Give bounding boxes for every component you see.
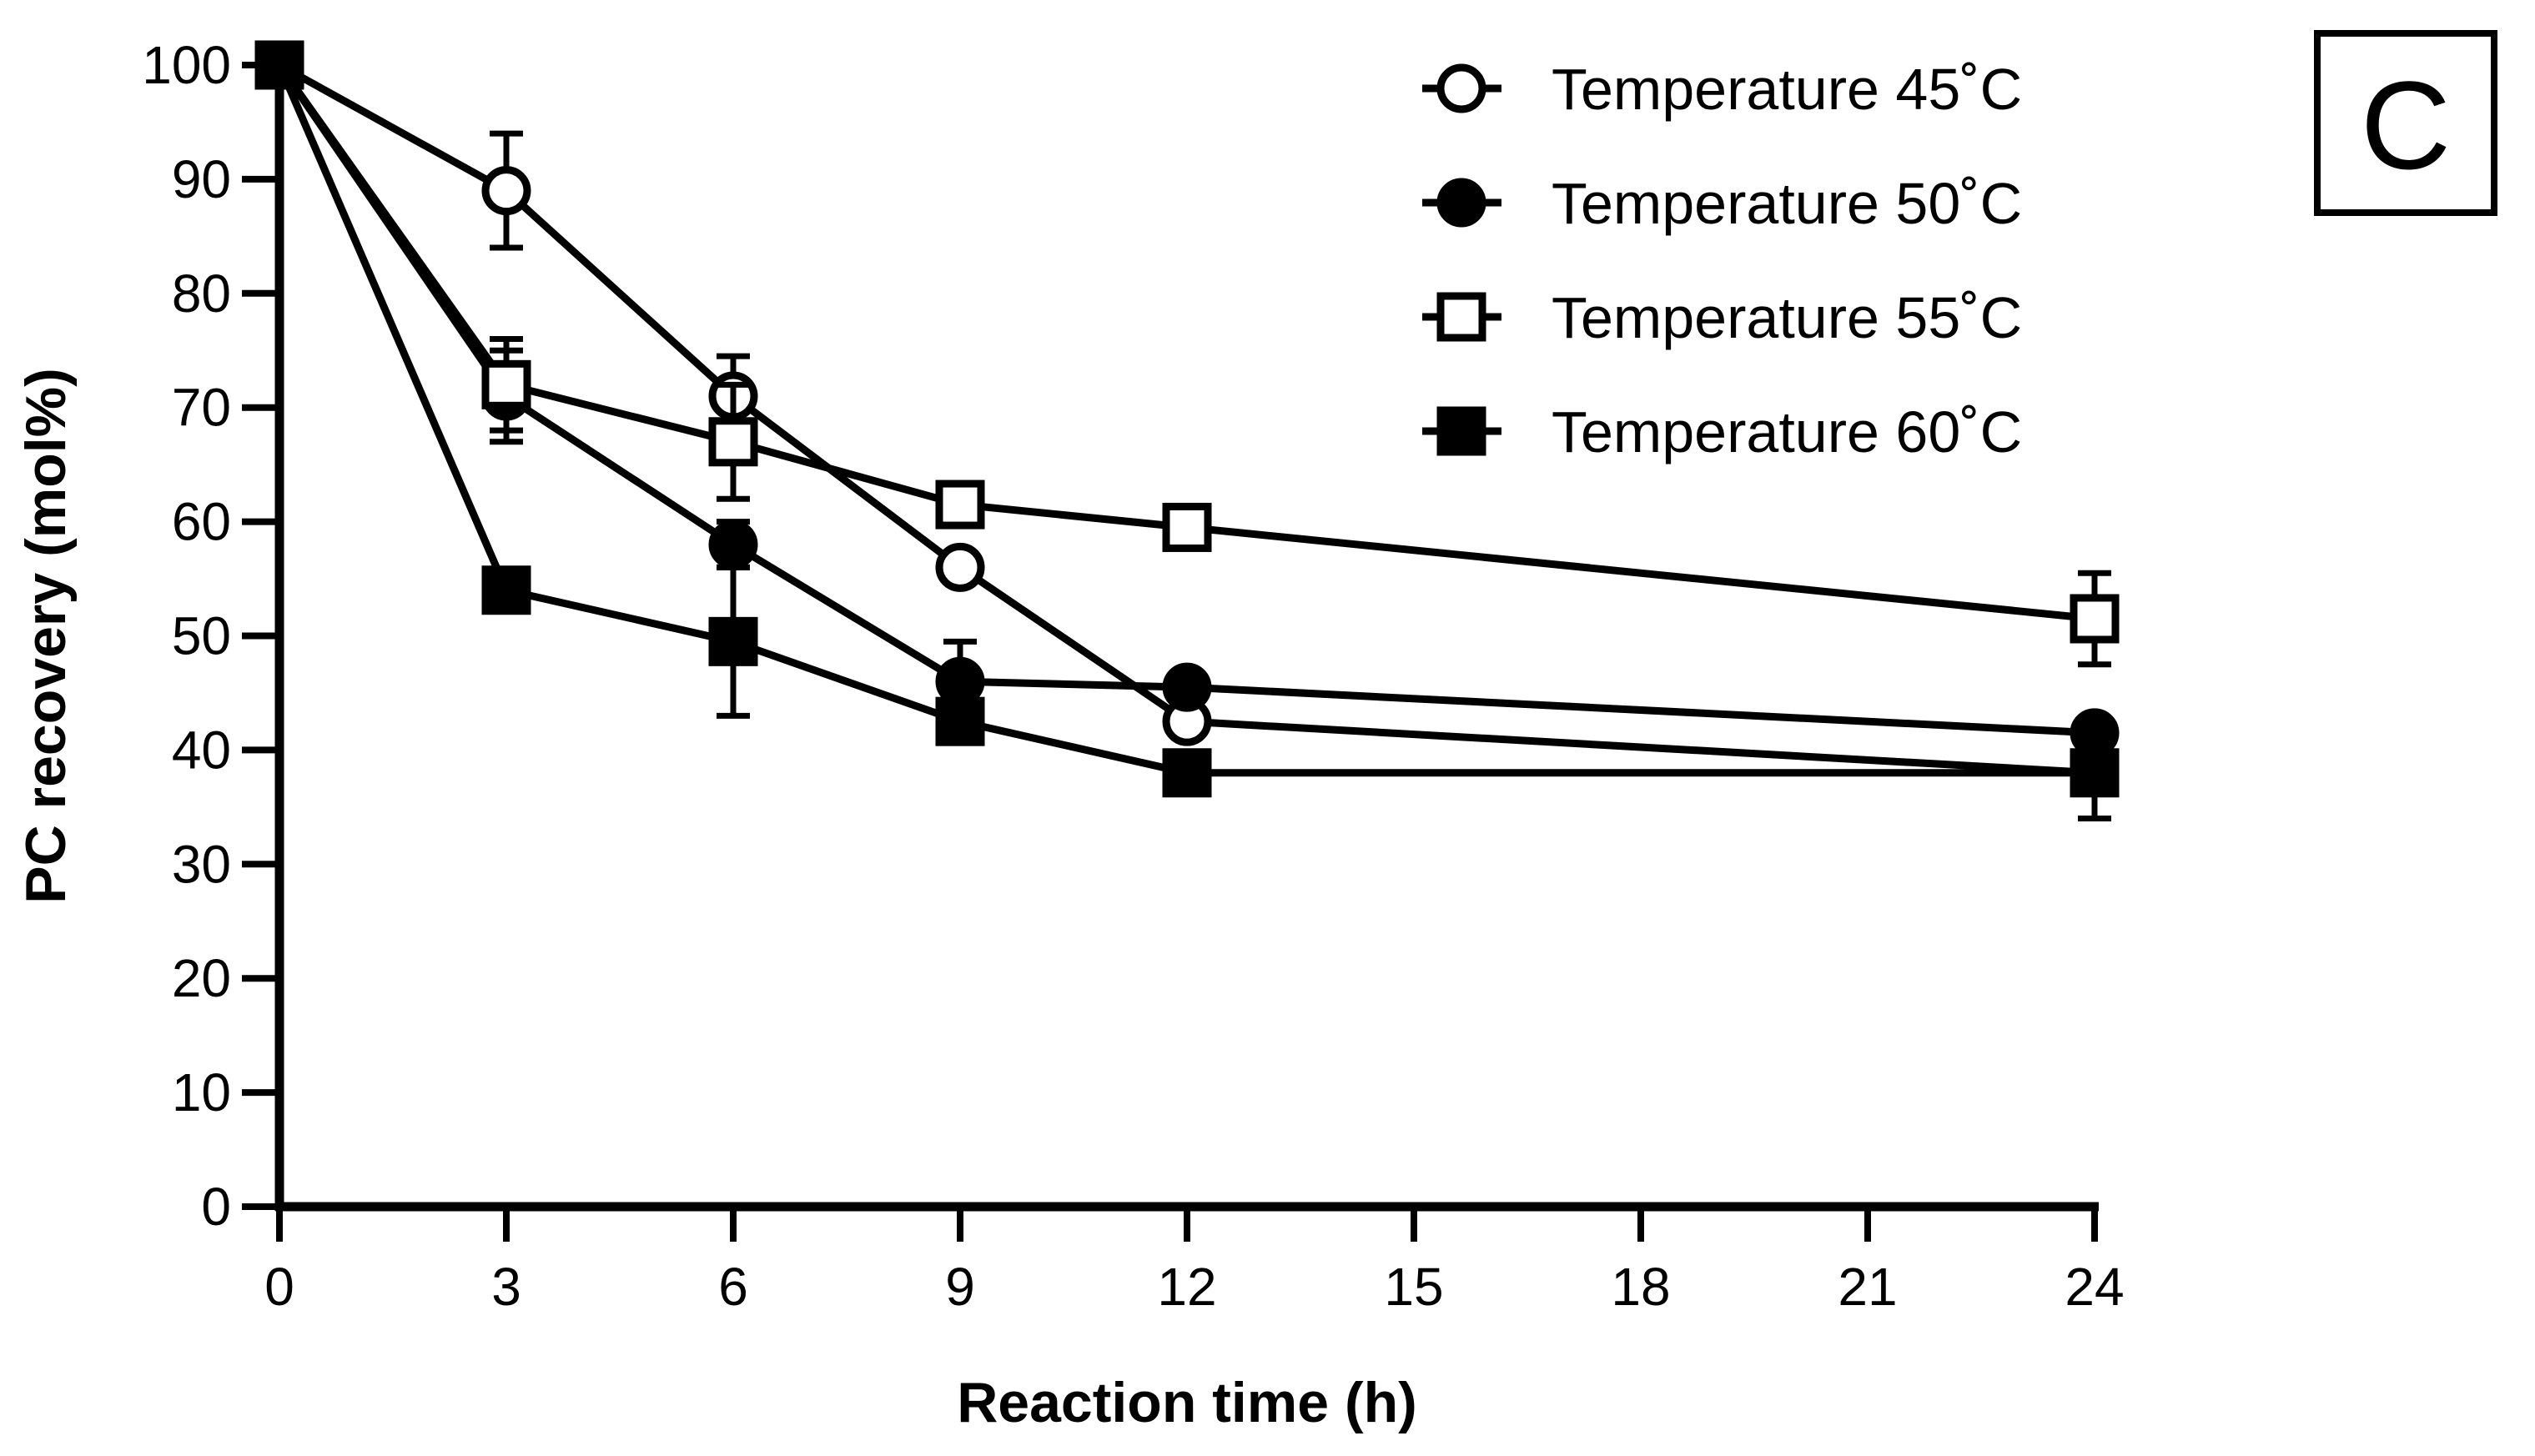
- data-point: [481, 359, 531, 409]
- x-tick-label: 0: [264, 1257, 294, 1317]
- x-tick-label: 21: [1838, 1257, 1897, 1317]
- series-4: [254, 40, 2120, 798]
- y-tick-label: 90: [172, 149, 231, 209]
- data-point: [935, 542, 985, 592]
- series-line: [275, 63, 2095, 777]
- y-tick-label: 30: [172, 834, 231, 894]
- legend-entry: Temperature 60˚C: [1422, 399, 2022, 464]
- legend-marker: [1436, 178, 1486, 228]
- legend-label: Temperature 55˚C: [1552, 285, 2022, 350]
- x-tick-label: 3: [491, 1257, 521, 1317]
- legend-marker: [1436, 406, 1486, 456]
- y-tick-label: 0: [201, 1177, 231, 1237]
- series-line: [276, 63, 2095, 623]
- legend-label: Temperature 45˚C: [1552, 57, 2022, 122]
- y-tick-label: 60: [172, 492, 231, 552]
- data-point: [1162, 748, 1212, 798]
- data-point: [2070, 748, 2120, 798]
- legend-entry: Temperature 50˚C: [1422, 171, 2022, 236]
- legend-label: Temperature 50˚C: [1552, 171, 2022, 236]
- data-point: [935, 696, 985, 746]
- data-point: [708, 616, 758, 666]
- data-point: [481, 565, 531, 615]
- legend-marker: [1436, 292, 1486, 342]
- y-tick-label: 50: [172, 606, 231, 666]
- x-tick-label: 15: [1384, 1257, 1443, 1317]
- series-line: [276, 63, 2095, 737]
- x-tick-label: 12: [1157, 1257, 1216, 1317]
- y-tick-label: 80: [172, 264, 231, 324]
- y-tick-label: 40: [172, 720, 231, 780]
- ticks: 0 10 20 30 40 50 60 70 80 90 100 0 3 6 9 12 15 18 21 24: [142, 35, 2124, 1317]
- legend-entry: Temperature 55˚C: [1422, 285, 2022, 350]
- panel-label: C: [2361, 55, 2451, 195]
- data-point: [481, 166, 531, 216]
- series-layer: [254, 40, 2120, 822]
- data-point: [2070, 594, 2120, 644]
- series-line: [277, 62, 2095, 777]
- series-3: [254, 40, 2120, 668]
- legend: Temperature 45˚C Temperature 50˚C Temperat…: [1422, 57, 2022, 464]
- x-tick-label: 24: [2065, 1257, 2124, 1317]
- panel-label-box: C: [2314, 30, 2497, 216]
- data-point: [1162, 502, 1212, 552]
- legend-entry: Temperature 45˚C: [1422, 57, 2022, 122]
- x-tick-label: 6: [718, 1257, 748, 1317]
- y-axis-title: PC recovery (mol%): [14, 368, 78, 903]
- y-tick-label: 10: [172, 1062, 231, 1122]
- y-tick-label: 70: [172, 378, 231, 438]
- data-point: [708, 417, 758, 467]
- panel-box-frame: [2314, 30, 2497, 216]
- data-point: [2070, 708, 2120, 758]
- y-tick-label: 100: [142, 35, 231, 95]
- data-point: [935, 656, 985, 706]
- x-tick-label: 18: [1611, 1257, 1670, 1317]
- x-axis-title: Reaction time (h): [957, 1371, 1417, 1434]
- x-tick-label: 9: [945, 1257, 975, 1317]
- legend-label: Temperature 60˚C: [1552, 399, 2022, 464]
- legend-marker: [1436, 63, 1486, 113]
- data-point: [708, 520, 758, 570]
- data-point: [935, 479, 985, 530]
- data-point: [1162, 662, 1212, 712]
- y-tick-label: 20: [172, 948, 231, 1008]
